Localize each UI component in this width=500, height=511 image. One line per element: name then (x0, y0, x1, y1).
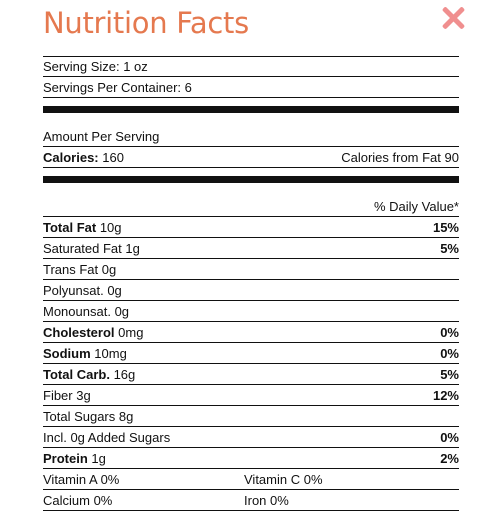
page-title: Nutrition Facts (43, 6, 249, 40)
nutrient-label: Fiber (43, 387, 73, 403)
nutrient-row: Cholesterol 0mg 0% (43, 322, 459, 343)
servings-per-container-value: 6 (184, 79, 192, 95)
calories-from-fat-label: Calories from Fat (341, 149, 441, 165)
nutrient-label: Polyunsat. (43, 282, 104, 298)
nutrient-label: Cholesterol (43, 324, 115, 340)
serving-size-label: Serving Size: (43, 59, 120, 74)
nutrient-value: 10mg (94, 345, 127, 361)
calories-row: Calories: 160 Calories from Fat 90 (43, 147, 459, 168)
nutrient-daily-value: 15% (432, 219, 459, 235)
vitamin-right: Iron 0% (244, 492, 289, 508)
nutrient-daily-value: 5% (440, 366, 459, 382)
vitamin-left: Calcium 0% (43, 492, 113, 508)
vitamin-row: Vitamin A 0% Vitamin C 0% (43, 469, 459, 490)
nutrient-label: Protein (43, 450, 88, 466)
vitamin-left: Vitamin A 0% (43, 471, 120, 487)
nutrient-value: 10g (99, 219, 122, 235)
nutrient-label: Trans Fat (43, 261, 99, 277)
nutrient-row: Polyunsat. 0g (43, 280, 459, 301)
calories-value: 160 (102, 149, 124, 165)
nutrient-value: 3g (76, 387, 91, 403)
nutrient-daily-value: 2% (440, 450, 459, 466)
serving-size-row: Serving Size: 1 oz (43, 56, 459, 77)
servings-per-container-row: Servings Per Container: 6 (43, 77, 459, 98)
nutrition-panel: Serving Size: 1 oz Servings Per Containe… (43, 56, 459, 511)
nutrient-label: Sodium (43, 345, 91, 361)
calories-from-fat-value: 90 (444, 149, 459, 165)
daily-value-header: % Daily Value* (373, 198, 459, 214)
nutrient-row: Saturated Fat 1g 5% (43, 238, 459, 259)
daily-value-header-row: % Daily Value* (43, 196, 459, 217)
nutrient-label: Total Carb. (43, 366, 110, 382)
nutrient-row: Monounsat. 0g (43, 301, 459, 322)
nutrient-value: 16g (113, 366, 136, 382)
nutrient-row: Protein 1g 2% (43, 448, 459, 469)
nutrient-daily-value: 12% (432, 387, 459, 403)
serving-size-value: 1 oz (123, 59, 148, 74)
nutrient-row: Incl. 0g Added Sugars 0% (43, 427, 459, 448)
nutrient-label: Monounsat. (43, 303, 111, 319)
nutrient-daily-value: 0% (440, 429, 459, 445)
nutrient-value: 0g (101, 261, 117, 277)
nutrient-value: 1g (125, 240, 140, 256)
nutrient-row: Trans Fat 0g (43, 259, 459, 280)
nutrient-value: 1g (91, 450, 106, 466)
nutrient-row: Sodium 10mg 0% (43, 343, 459, 364)
divider-thick (43, 106, 459, 113)
servings-per-container-label: Servings Per Container: (43, 79, 182, 95)
nutrient-value: 8g (118, 408, 134, 424)
nutrient-row: Total Fat 10g 15% (43, 217, 459, 238)
vitamin-right: Vitamin C 0% (244, 471, 323, 487)
nutrient-daily-value: 0% (440, 345, 459, 361)
nutrient-label: Incl. 0g Added Sugars (43, 429, 171, 445)
nutrient-daily-value: 5% (440, 240, 459, 256)
nutrient-row: Total Carb. 16g 5% (43, 364, 459, 385)
amount-per-serving-row: Amount Per Serving (43, 126, 459, 147)
nutrient-list: Total Fat 10g 15% Saturated Fat 1g 5% Trans … (43, 217, 459, 469)
nutrient-label: Total Sugars (43, 408, 116, 424)
vitamin-row: Calcium 0% Iron 0% (43, 490, 459, 511)
divider-thick-2 (43, 176, 459, 183)
amount-per-serving-label: Amount Per Serving (43, 128, 160, 144)
vitamin-list: Vitamin A 0% Vitamin C 0% Calcium 0% Iron 0… (43, 469, 459, 511)
nutrient-row: Total Sugars 8g (43, 406, 459, 427)
calories-label: Calories: (43, 149, 99, 165)
nutrient-label: Total Fat (43, 219, 97, 235)
nutrient-value: 0g (114, 303, 130, 319)
nutrient-value: 0g (107, 282, 122, 298)
nutrient-row: Fiber 3g 12% (43, 385, 459, 406)
nutrient-label: Saturated Fat (43, 240, 122, 256)
nutrient-daily-value: 0% (440, 324, 459, 340)
nutrient-value: 0mg (118, 324, 144, 340)
close-icon[interactable] (441, 6, 465, 30)
